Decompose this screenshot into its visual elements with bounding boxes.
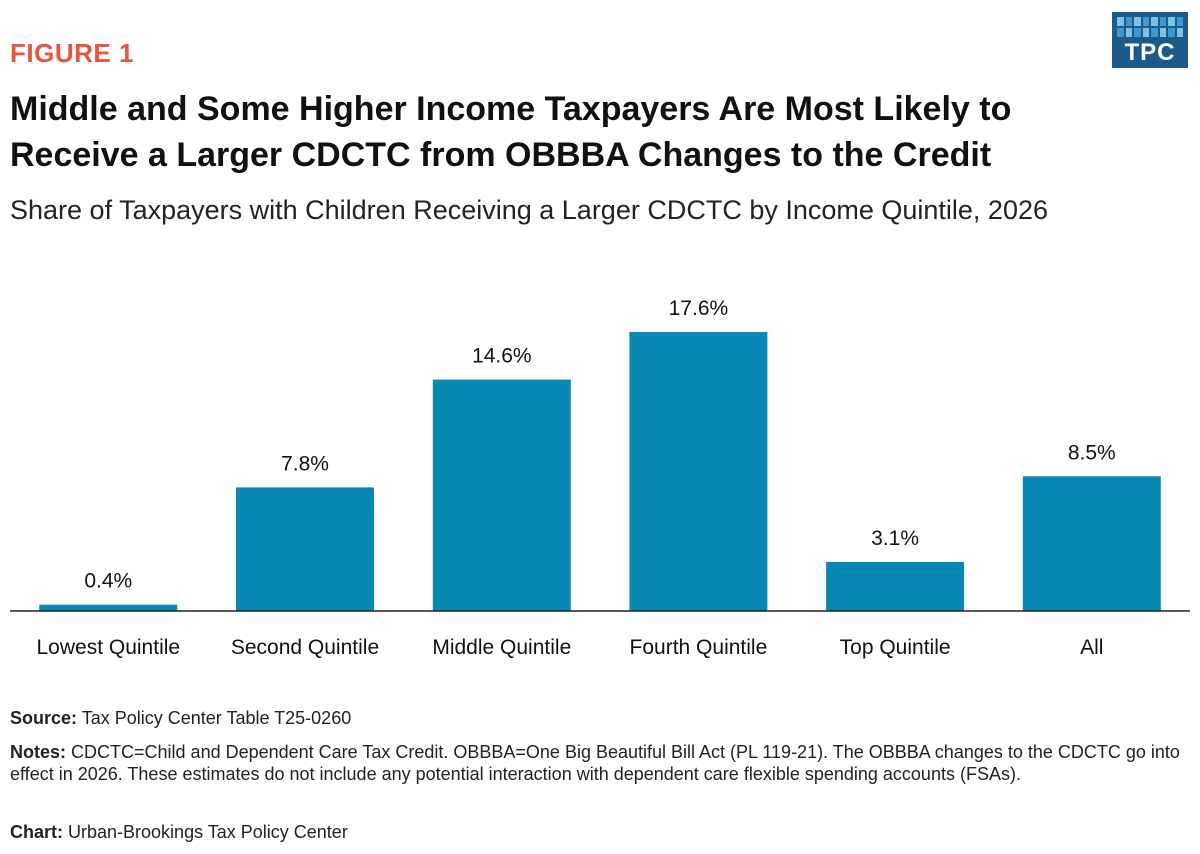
value-label: 14.6%	[472, 345, 532, 368]
chart-subtitle: Share of Taxpayers with Children Receivi…	[10, 195, 1048, 225]
figure-label: FIGURE 1	[10, 38, 134, 68]
category-label: Fourth Quintile	[630, 636, 768, 659]
notes-text: CDCTC=Child and Dependent Care Tax Credi…	[10, 742, 1180, 784]
notes-label: Notes:	[10, 742, 67, 762]
bar	[629, 332, 768, 611]
bar-chart: 0.4% 7.8% 14.6% 17.6% 3.1% 8.5% Lowest Quinti…	[10, 297, 1190, 659]
source-label: Source:	[10, 708, 78, 728]
bar	[826, 561, 965, 611]
value-labels-group: 0.4% 7.8% 14.6% 17.6% 3.1% 8.5%	[84, 297, 1115, 593]
bar	[39, 604, 178, 611]
bar	[236, 487, 374, 611]
logo-grid-icon	[1117, 17, 1183, 37]
category-label: All	[1080, 636, 1103, 659]
value-label: 0.4%	[84, 570, 132, 593]
bars-group	[39, 332, 1161, 611]
chart-title: Middle and Some Higher Income Taxpayers …	[10, 90, 1012, 174]
source-note: Source: Tax Policy Center Table T25-0260	[10, 707, 351, 729]
chart-credit-text: Urban-Brookings Tax Policy Center	[68, 822, 348, 842]
source-text: Tax Policy Center Table T25-0260	[81, 708, 352, 728]
chart-credit-label: Chart:	[10, 822, 63, 842]
category-label: Second Quintile	[231, 636, 379, 659]
bar	[432, 379, 571, 611]
logo-text: TPC	[1124, 39, 1176, 66]
value-label: 17.6%	[669, 297, 729, 320]
notes: Notes: CDCTC=Child and Dependent Care Ta…	[10, 741, 1190, 785]
value-label: 8.5%	[1068, 441, 1116, 464]
value-label: 3.1%	[871, 527, 919, 550]
category-label: Lowest Quintile	[37, 636, 181, 659]
chart-credit: Chart: Urban-Brookings Tax Policy Center	[10, 821, 348, 843]
bar	[1022, 476, 1161, 611]
tpc-logo: TPC	[1112, 12, 1188, 68]
category-label: Top Quintile	[840, 636, 951, 659]
category-label: Middle Quintile	[432, 636, 571, 659]
value-label: 7.8%	[281, 452, 329, 475]
category-labels-group: Lowest Quintile Second Quintile Middle Qui…	[37, 636, 1104, 659]
